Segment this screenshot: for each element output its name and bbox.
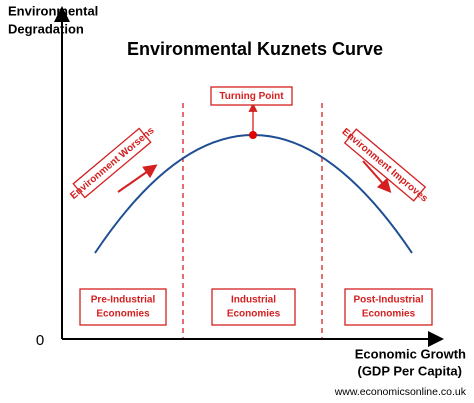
- stage-box: [211, 288, 296, 326]
- title: Environmental Kuznets Curve: [127, 39, 383, 59]
- trend-box: Environment Improves: [340, 126, 430, 204]
- arrow: [117, 164, 158, 193]
- y-axis-label: Degradation: [8, 21, 84, 36]
- trend-frame: [343, 128, 427, 202]
- arrow: [362, 160, 392, 193]
- source: www.economicsonline.co.uk: [334, 386, 467, 398]
- stage-label: Economies: [96, 309, 150, 320]
- turning-point-box: [210, 86, 293, 106]
- stage-label: Post-Industrial: [353, 295, 423, 306]
- trend-frame: [72, 127, 152, 199]
- x-axis-label: Economic Growth: [355, 346, 466, 361]
- origin-label: 0: [36, 332, 44, 349]
- trend-label: Environment Improves: [340, 126, 430, 204]
- stage-label: Industrial: [231, 295, 276, 306]
- turning-point-label: Turning Point: [219, 91, 284, 102]
- x-axis-label: (GDP Per Capita): [357, 363, 462, 378]
- stage-box: [79, 288, 167, 326]
- stage-box: [344, 288, 433, 326]
- turning-point-dot: [249, 131, 257, 139]
- stage-label: Economies: [362, 309, 416, 320]
- stage-label: Economies: [227, 309, 281, 320]
- y-axis-label: Environmental: [8, 3, 98, 18]
- stage-label: Pre-Industrial: [91, 295, 156, 306]
